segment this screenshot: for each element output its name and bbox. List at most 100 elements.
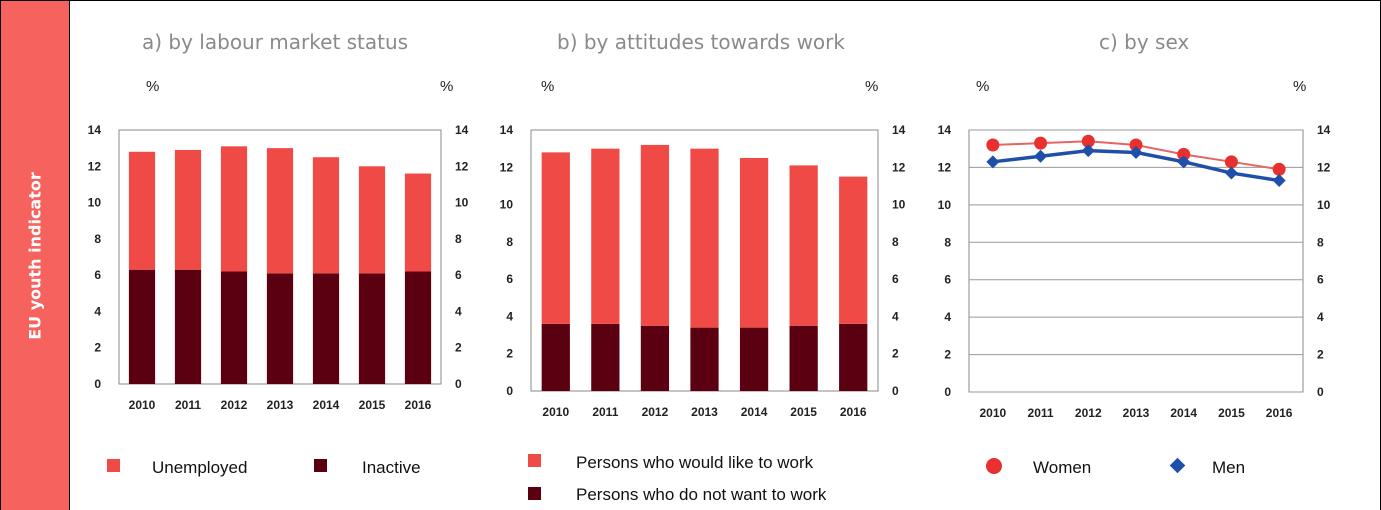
chart-c-point-men <box>1034 149 1048 163</box>
chart-c-point-men <box>986 155 1000 169</box>
chart-c-ytick-right: 6 <box>1317 273 1324 287</box>
chart-b-ytick-left: 2 <box>506 347 513 361</box>
chart-b-bar-top <box>591 148 620 324</box>
legend-c-women-icon <box>986 458 1002 474</box>
chart-c-unit-left: % <box>976 78 990 95</box>
chart-a-ytick-right: 14 <box>455 123 469 137</box>
chart-b-bar-top <box>789 165 818 326</box>
chart-c-ytick-left: 4 <box>944 310 951 324</box>
chart-b-xtick: 2012 <box>642 405 669 419</box>
legend-c-women: Women <box>1033 458 1092 477</box>
chart-b-xtick: 2013 <box>691 405 718 419</box>
chart-b-bar-bottom <box>640 325 670 391</box>
chart-c-ytick-right: 8 <box>1317 235 1324 249</box>
chart-b-unit-left: % <box>541 78 555 95</box>
chart-c-ytick-left: 6 <box>944 273 951 287</box>
legend-c-men: Men <box>1212 458 1246 477</box>
chart-b-bar-bottom <box>789 325 818 391</box>
chart-c-point-women <box>1177 147 1191 161</box>
chart-a-ytick-left: 14 <box>88 123 102 137</box>
chart-b-ytick-right: 4 <box>892 309 899 323</box>
chart-a-xtick: 2015 <box>359 398 386 412</box>
legend-a-unemployed: Unemployed <box>152 458 248 477</box>
chart-b-ytick-right: 6 <box>892 272 899 286</box>
chart-b-ytick-right: 10 <box>892 198 906 212</box>
chart-c-title: c) by sex <box>1099 30 1190 54</box>
chart-b-bar-bottom <box>839 323 868 391</box>
chart-b-ytick-left: 10 <box>500 198 514 212</box>
chart-c-ytick-left: 12 <box>938 160 952 174</box>
chart-a-ytick-left: 0 <box>94 377 101 391</box>
chart-c-unit-right: % <box>1293 78 1307 95</box>
chart-c-point-men <box>1272 174 1286 188</box>
chart-c-point-women <box>986 138 1000 152</box>
chart-a-xtick: 2016 <box>405 398 432 412</box>
chart-b-bar-top <box>640 144 670 326</box>
chart-c-xtick: 2014 <box>1170 406 1197 420</box>
chart-a-bar-bottom <box>312 273 340 384</box>
chart-a-xtick: 2014 <box>313 398 340 412</box>
chart-c-ytick-right: 0 <box>1317 385 1324 399</box>
chart-b-ytick-left: 4 <box>506 309 513 323</box>
chart-c-xtick: 2011 <box>1028 406 1054 420</box>
chart-a-bar-bottom <box>174 269 202 384</box>
sidebar: EU youth indicator <box>1 1 70 510</box>
chart-b-unit-right: % <box>865 78 879 95</box>
chart-a-bar-bottom <box>358 273 386 384</box>
chart-c-ytick-right: 12 <box>1317 160 1331 174</box>
legend-b-like: Persons who would like to work <box>576 453 814 472</box>
chart-b-bar-bottom <box>739 327 769 391</box>
legend-a-inactive-swatch <box>314 459 327 472</box>
chart-a-bar-top <box>266 148 294 274</box>
chart-c-xtick: 2013 <box>1123 406 1150 420</box>
chart-c-xtick: 2012 <box>1075 406 1102 420</box>
chart-c-xtick: 2015 <box>1218 406 1245 420</box>
chart-c-ytick-right: 14 <box>1317 123 1331 137</box>
chart-b-xtick: 2015 <box>790 405 817 419</box>
chart-a-bar-bottom <box>266 273 294 384</box>
chart-b-bar-top <box>839 176 868 324</box>
chart-a-xtick: 2012 <box>221 398 248 412</box>
chart-c-ytick-right: 2 <box>1317 348 1324 362</box>
chart-c-ytick-left: 2 <box>944 348 951 362</box>
chart-b-ytick-right: 2 <box>892 347 899 361</box>
chart-b-ytick-right: 8 <box>892 235 899 249</box>
chart-b-bar-bottom <box>591 323 620 391</box>
chart-a-ytick-right: 0 <box>455 377 462 391</box>
legend-b-notwant: Persons who do not want to work <box>576 485 827 504</box>
legend-a-inactive: Inactive <box>362 458 421 477</box>
chart-a-xtick: 2011 <box>175 398 201 412</box>
chart-a-bar-top <box>404 173 432 272</box>
chart-b-bar-top <box>739 157 769 328</box>
chart-a-ytick-right: 10 <box>455 196 469 210</box>
chart-c-point-women <box>1081 134 1095 148</box>
chart-c-ytick-right: 10 <box>1317 198 1331 212</box>
chart-a-ytick-left: 4 <box>94 304 101 318</box>
chart-c-xtick: 2010 <box>980 406 1007 420</box>
chart-c-point-women <box>1129 138 1143 152</box>
chart-c-point-men <box>1177 155 1191 169</box>
chart-c-ytick-right: 4 <box>1317 310 1324 324</box>
chart-b-xtick: 2011 <box>592 405 618 419</box>
chart-b-ytick-left: 0 <box>506 384 513 398</box>
chart-c-point-women <box>1272 162 1286 176</box>
chart-b-bar-top <box>541 152 570 324</box>
legend-a-unemployed-swatch <box>107 459 120 472</box>
chart-c-point-men <box>1129 145 1143 159</box>
chart-c-ytick-left: 14 <box>938 123 952 137</box>
chart-b-ytick-right: 14 <box>892 123 906 137</box>
chart-b-ytick-left: 8 <box>506 235 513 249</box>
chart-c-ytick-left: 10 <box>938 198 952 212</box>
chart-a-bar-top <box>220 146 248 272</box>
legend-b-like-swatch <box>528 454 541 467</box>
chart-a-xtick: 2013 <box>267 398 294 412</box>
chart-a-ytick-left: 8 <box>94 232 101 246</box>
chart-c-point-men <box>1081 144 1095 158</box>
chart-a-ytick-right: 8 <box>455 232 462 246</box>
chart-b-ytick-right: 0 <box>892 384 899 398</box>
chart-b-xtick: 2010 <box>542 405 569 419</box>
chart-a-bar-top <box>312 157 340 274</box>
chart-a-ytick-left: 6 <box>94 268 101 282</box>
chart-a-bar-top <box>174 149 202 270</box>
chart-b-title: b) by attitudes towards work <box>557 30 845 54</box>
